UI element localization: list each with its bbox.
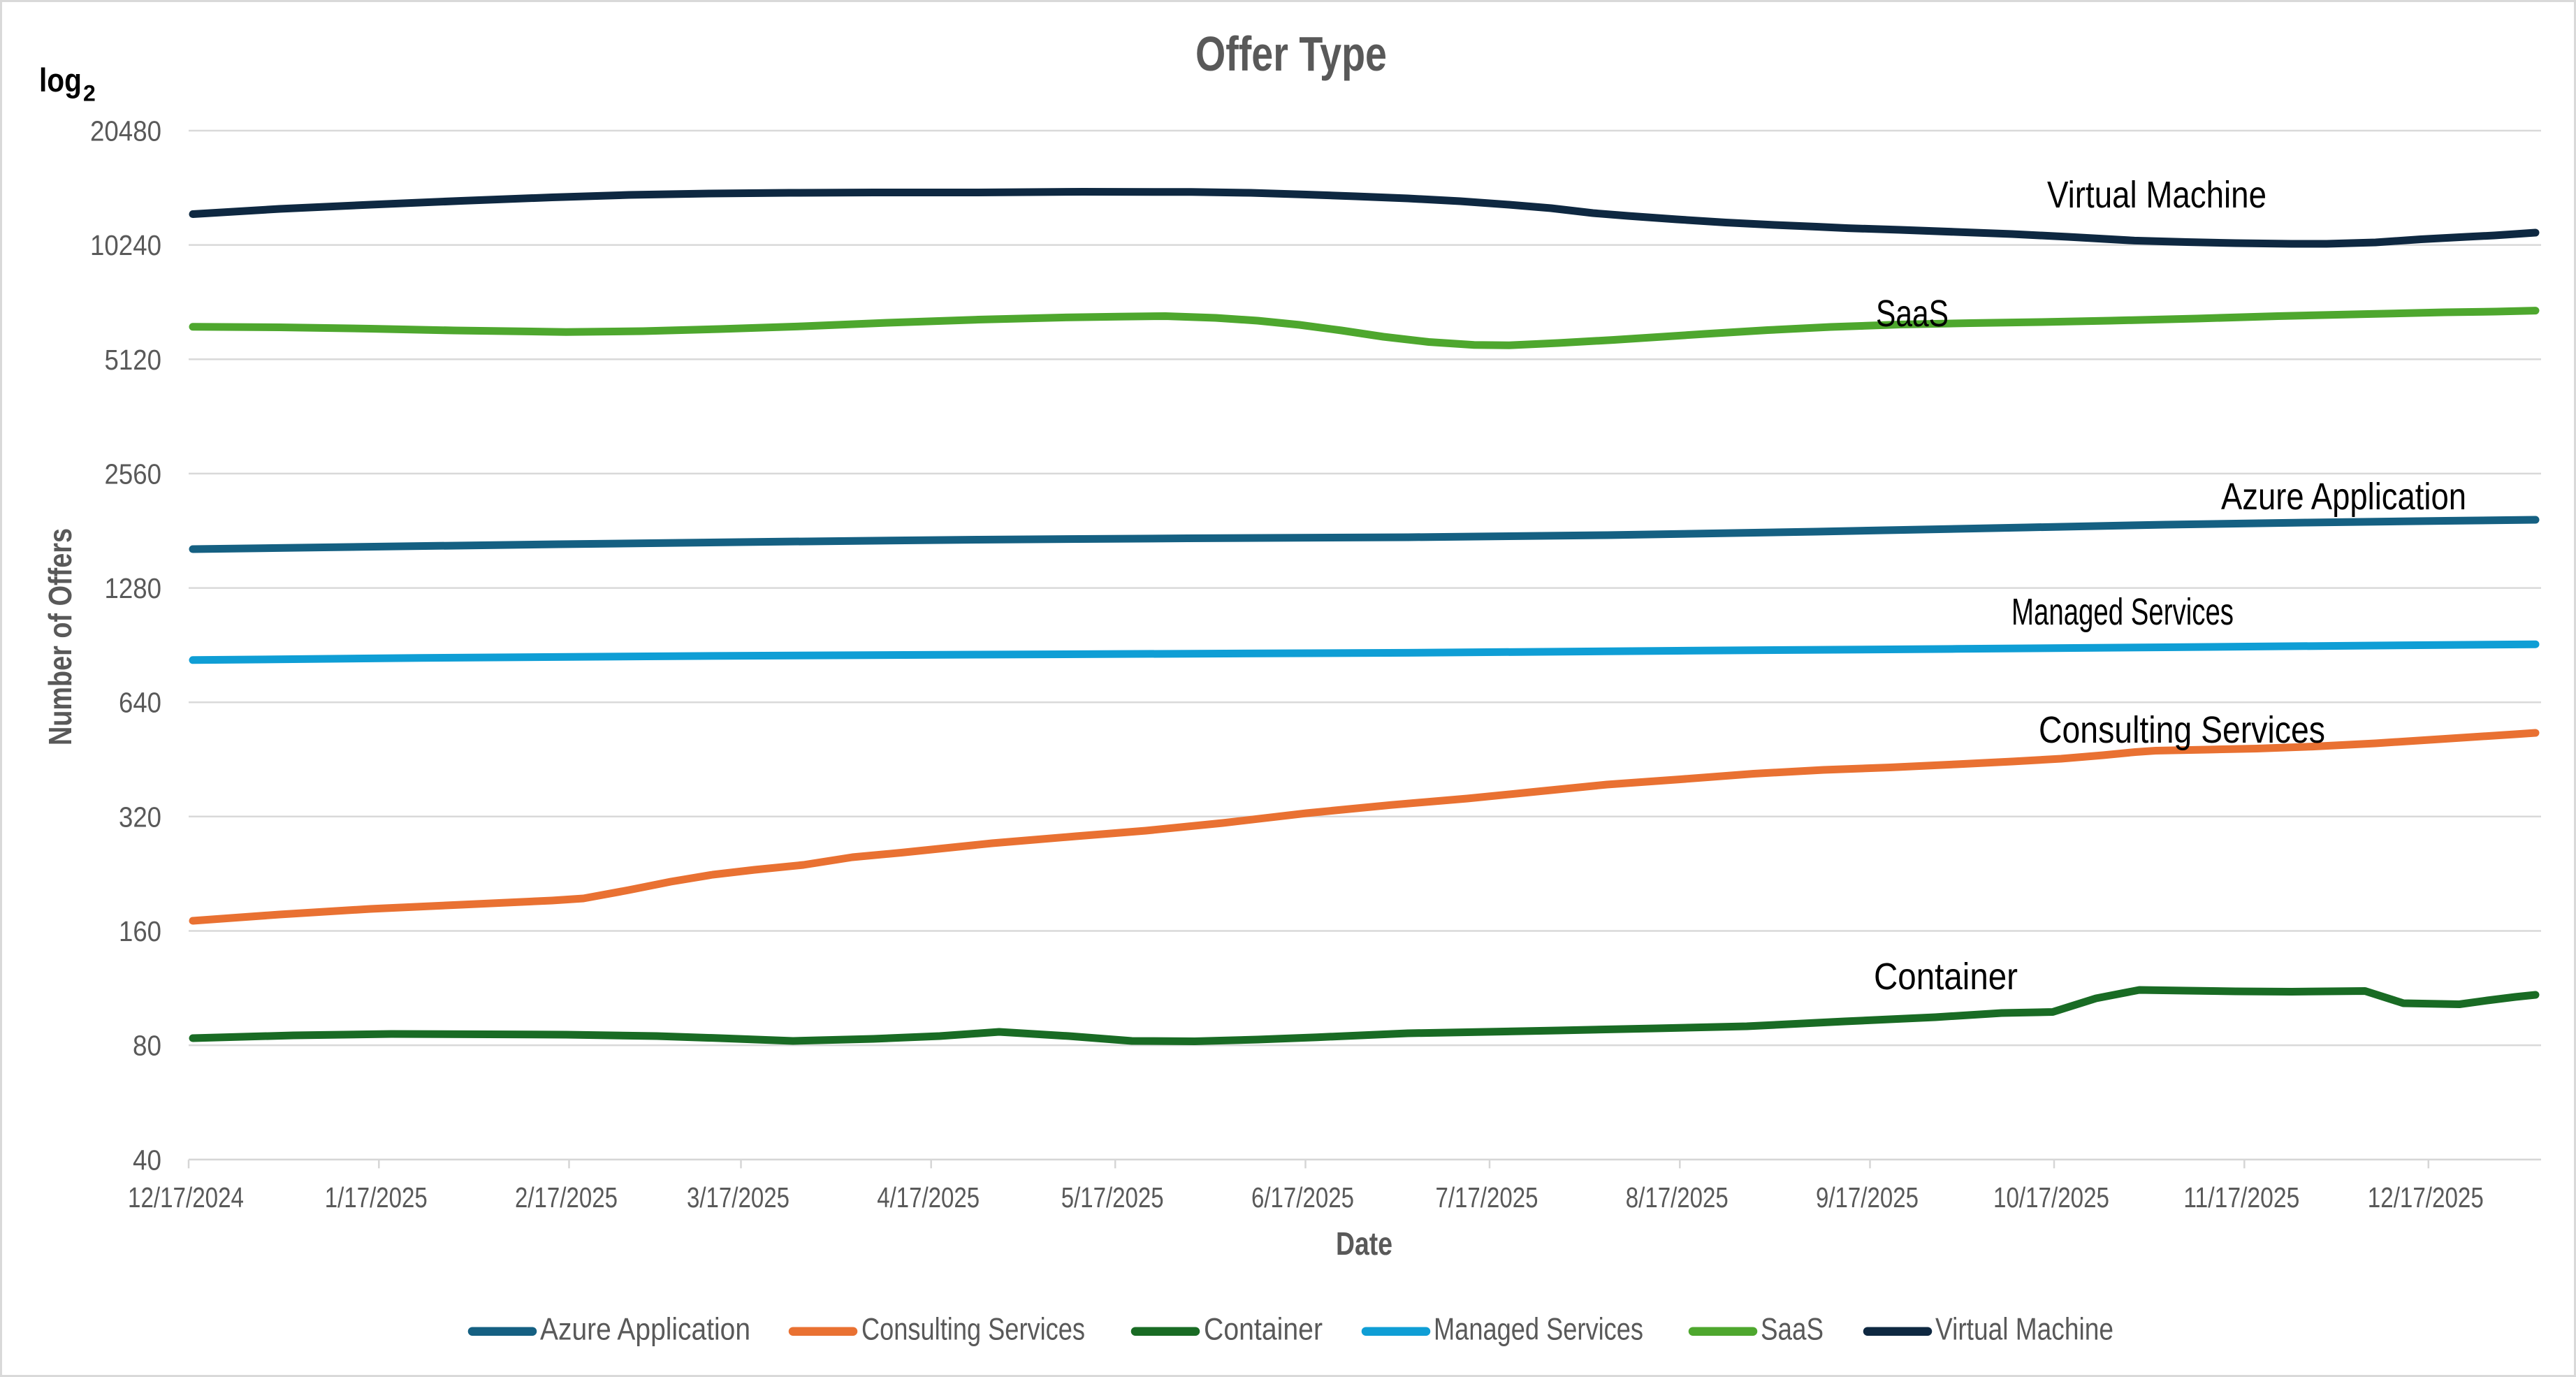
svg-text:SaaS: SaaS [1761, 1313, 1824, 1347]
svg-text:1/17/2025: 1/17/2025 [325, 1181, 428, 1214]
svg-text:Container: Container [1204, 1313, 1323, 1347]
svg-text:Managed Services: Managed Services [1434, 1313, 1643, 1347]
svg-text:12/17/2024: 12/17/2024 [128, 1181, 244, 1214]
svg-text:160: 160 [119, 915, 161, 947]
svg-text:Date: Date [1336, 1225, 1392, 1262]
svg-text:20480: 20480 [90, 115, 161, 147]
svg-text:Managed Services: Managed Services [2011, 591, 2234, 633]
svg-text:Consulting Services: Consulting Services [2039, 709, 2325, 751]
svg-text:3/17/2025: 3/17/2025 [687, 1181, 789, 1214]
svg-text:Number of Offers: Number of Offers [42, 528, 78, 745]
svg-text:2: 2 [83, 81, 96, 106]
svg-text:80: 80 [133, 1030, 161, 1062]
svg-text:10240: 10240 [90, 229, 161, 261]
svg-text:11/17/2025: 11/17/2025 [2183, 1181, 2299, 1214]
svg-text:6/17/2025: 6/17/2025 [1251, 1181, 1354, 1214]
svg-text:2/17/2025: 2/17/2025 [515, 1181, 618, 1214]
svg-text:log: log [39, 61, 82, 99]
svg-text:Container: Container [1874, 956, 2018, 998]
svg-text:Azure Application: Azure Application [540, 1313, 750, 1347]
svg-text:10/17/2025: 10/17/2025 [1993, 1181, 2109, 1214]
svg-text:Virtual Machine: Virtual Machine [2047, 174, 2266, 216]
svg-text:640: 640 [119, 687, 161, 719]
svg-text:7/17/2025: 7/17/2025 [1436, 1181, 1538, 1214]
svg-text:8/17/2025: 8/17/2025 [1626, 1181, 1729, 1214]
svg-text:Offer Type: Offer Type [1195, 27, 1387, 81]
svg-text:SaaS: SaaS [1876, 293, 1949, 335]
svg-text:4/17/2025: 4/17/2025 [877, 1181, 980, 1214]
svg-text:5/17/2025: 5/17/2025 [1061, 1181, 1164, 1214]
svg-text:9/17/2025: 9/17/2025 [1816, 1181, 1919, 1214]
svg-text:Consulting Services: Consulting Services [861, 1313, 1085, 1347]
svg-text:320: 320 [119, 801, 161, 833]
svg-text:1280: 1280 [105, 572, 162, 604]
svg-text:Virtual Machine: Virtual Machine [1935, 1313, 2113, 1347]
svg-text:12/17/2025: 12/17/2025 [2368, 1181, 2484, 1214]
svg-text:40: 40 [133, 1144, 161, 1176]
svg-text:2560: 2560 [105, 458, 162, 490]
svg-text:Azure Application: Azure Application [2221, 476, 2466, 518]
svg-text:5120: 5120 [105, 344, 162, 376]
